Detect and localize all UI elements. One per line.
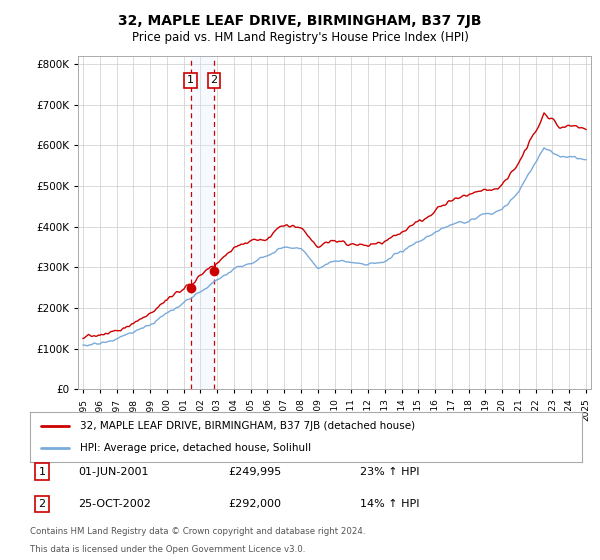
Text: This data is licensed under the Open Government Licence v3.0.: This data is licensed under the Open Gov… (30, 545, 305, 554)
Text: 25-OCT-2002: 25-OCT-2002 (78, 499, 151, 509)
Text: 32, MAPLE LEAF DRIVE, BIRMINGHAM, B37 7JB: 32, MAPLE LEAF DRIVE, BIRMINGHAM, B37 7J… (118, 14, 482, 28)
Bar (191, 56, 214, 389)
Text: HPI: Average price, detached house, Solihull: HPI: Average price, detached house, Soli… (80, 443, 311, 453)
Text: 2: 2 (211, 76, 218, 85)
Text: £249,995: £249,995 (228, 466, 281, 477)
Text: 1: 1 (38, 466, 46, 477)
Text: Price paid vs. HM Land Registry's House Price Index (HPI): Price paid vs. HM Land Registry's House … (131, 31, 469, 44)
Text: 23% ↑ HPI: 23% ↑ HPI (360, 466, 419, 477)
Text: 14% ↑ HPI: 14% ↑ HPI (360, 499, 419, 509)
Text: 1: 1 (187, 76, 194, 85)
Text: 2: 2 (38, 499, 46, 509)
Text: 32, MAPLE LEAF DRIVE, BIRMINGHAM, B37 7JB (detached house): 32, MAPLE LEAF DRIVE, BIRMINGHAM, B37 7J… (80, 421, 415, 431)
Text: £292,000: £292,000 (228, 499, 281, 509)
Text: 01-JUN-2001: 01-JUN-2001 (78, 466, 149, 477)
Text: Contains HM Land Registry data © Crown copyright and database right 2024.: Contains HM Land Registry data © Crown c… (30, 528, 365, 536)
